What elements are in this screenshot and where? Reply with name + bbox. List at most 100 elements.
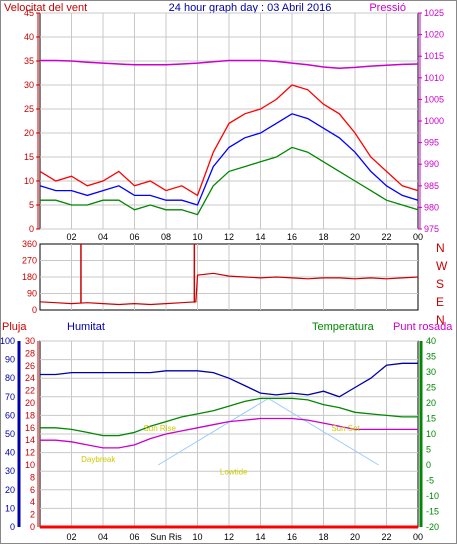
wind-speed-tick-label: 45 xyxy=(24,8,34,18)
pressure-tick-label: 1000 xyxy=(424,116,444,126)
pressure-tick-label: 975 xyxy=(424,224,439,234)
x-tick-label: 10 xyxy=(192,532,202,542)
temperature-tick-label: 10 xyxy=(426,429,436,439)
wind-speed-tick-label: 10 xyxy=(24,176,34,186)
temperature-tick-label: 20 xyxy=(426,398,436,408)
wind-direction-degree-axis: 0 90 180 270 360 xyxy=(22,239,37,315)
temperature-axis: -20 -15 -10 -5 0 5 10 15 20 25 30 35 40 xyxy=(419,336,439,532)
rain-tick-label: 14 xyxy=(25,435,35,445)
temperature-tick-label: 35 xyxy=(426,352,436,362)
temperature-tick-label: -20 xyxy=(426,522,439,532)
temperature-tick-label: 15 xyxy=(426,414,436,424)
wind-pressure-series xyxy=(39,59,419,216)
humidity-tick-label: 50 xyxy=(5,429,15,439)
series-line xyxy=(39,113,419,206)
humidity-header: Humitat xyxy=(67,321,105,333)
rain-tick-label: 2 xyxy=(30,510,35,520)
rain-tick-label: 24 xyxy=(25,373,35,383)
rain-tick-label: 20 xyxy=(25,398,35,408)
rain-tick-label: 22 xyxy=(25,386,35,396)
rain-humidity-temp-series xyxy=(40,362,418,529)
wind-speed-header: Velocitat del vent xyxy=(4,2,87,14)
sun-event-label: Daybreak xyxy=(81,455,116,464)
rain-tick-label: 18 xyxy=(25,410,35,420)
temperature-tick-label: -10 xyxy=(426,491,439,501)
pressure-tick-label: 985 xyxy=(424,181,439,191)
compass-label: W xyxy=(436,259,448,273)
temperature-tick-label: 30 xyxy=(426,367,436,377)
rain-humidity-temp-x-axis: 02 04 06 Sun Ris 10 12 14 16 18 20 22 00 xyxy=(66,532,423,542)
wind-speed-tick-label: 25 xyxy=(24,104,34,114)
pressure-tick-label: 1010 xyxy=(424,73,444,83)
wind-speed-tick-label: 30 xyxy=(24,80,34,90)
temperature-tick-label: -15 xyxy=(426,507,439,517)
sun-annotations: Daybreak Sun Rise Lowtide Sun Set xyxy=(81,424,360,476)
pressure-tick-label: 1005 xyxy=(424,94,444,104)
humidity-tick-label: 30 xyxy=(5,466,15,476)
x-tick-label: 14 xyxy=(255,232,265,242)
x-tick-label: 22 xyxy=(381,232,391,242)
wind-direction-grid xyxy=(40,244,418,310)
x-tick-label: 16 xyxy=(287,232,297,242)
pressure-tick-label: 995 xyxy=(424,138,439,148)
pressure-tick-label: 1020 xyxy=(424,30,444,40)
series-line xyxy=(40,397,418,437)
humidity-tick-label: 80 xyxy=(5,373,15,383)
pressure-tick-label: 990 xyxy=(424,159,439,169)
rain-header: Pluja xyxy=(2,321,27,333)
wind-speed-tick-label: 15 xyxy=(24,152,34,162)
pressure-header: Pressió xyxy=(369,2,406,14)
compass-label: N xyxy=(436,241,445,255)
x-tick-label: 14 xyxy=(255,532,265,542)
x-tick-label: 02 xyxy=(66,532,76,542)
compass-label: N xyxy=(436,313,445,327)
rain-tick-label: 4 xyxy=(30,497,35,507)
direction-tick-label: 360 xyxy=(22,239,37,249)
temperature-tick-label: 5 xyxy=(426,445,431,455)
wind-speed-tick-label: 35 xyxy=(24,56,34,66)
series-line xyxy=(40,417,418,449)
x-tick-label: 00 xyxy=(413,532,423,542)
direction-tick-label: 90 xyxy=(27,289,37,299)
humidity-tick-label: 100 xyxy=(0,336,15,346)
series-line xyxy=(40,362,418,398)
x-tick-label: 16 xyxy=(287,532,297,542)
temperature-tick-label: -5 xyxy=(426,476,434,486)
humidity-tick-label: 70 xyxy=(5,392,15,402)
direction-tick-label: 0 xyxy=(32,305,37,315)
pressure-tick-label: 1015 xyxy=(424,51,444,61)
pressure-tick-label: 980 xyxy=(424,202,439,212)
compass-label: S xyxy=(436,277,444,291)
temperature-tick-label: 25 xyxy=(426,383,436,393)
x-tick-label: 12 xyxy=(224,232,234,242)
x-tick-label: Sun Ris xyxy=(150,532,182,542)
sun-event-label: Lowtide xyxy=(220,467,248,476)
humidity-axis: 0 10 20 30 40 50 60 70 80 90 100 xyxy=(0,336,21,532)
rain-tick-label: 26 xyxy=(25,361,35,371)
x-tick-label: 04 xyxy=(98,232,108,242)
wind-speed-axis: 0 5 10 15 20 25 30 35 40 45 xyxy=(24,8,40,234)
rain-tick-label: 16 xyxy=(25,423,35,433)
direction-line xyxy=(39,272,419,306)
sun-event-label: Sun Rise xyxy=(143,424,176,433)
x-tick-label: 08 xyxy=(161,232,171,242)
wind-direction-series xyxy=(39,244,419,306)
rain-tick-label: 6 xyxy=(30,485,35,495)
direction-tick-label: 180 xyxy=(22,272,37,282)
pressure-axis: 975 980 985 990 995 1000 1005 1010 1015 1020 1025 xyxy=(418,8,444,234)
x-tick-label: 20 xyxy=(350,532,360,542)
x-tick-label: 22 xyxy=(381,532,391,542)
direction-tick-label: 270 xyxy=(22,256,37,266)
humidity-tick-label: 40 xyxy=(5,448,15,458)
humidity-tick-label: 10 xyxy=(5,503,15,513)
x-tick-label: 00 xyxy=(413,232,423,242)
rain-tick-label: 28 xyxy=(25,348,35,358)
rain-tick-label: 8 xyxy=(30,472,35,482)
x-tick-label: 02 xyxy=(66,232,76,242)
series-line xyxy=(40,146,419,216)
x-tick-label: 10 xyxy=(192,232,202,242)
sun-event-label: Sun Set xyxy=(331,424,360,433)
x-tick-label: 18 xyxy=(318,232,328,242)
series-line xyxy=(39,84,419,197)
